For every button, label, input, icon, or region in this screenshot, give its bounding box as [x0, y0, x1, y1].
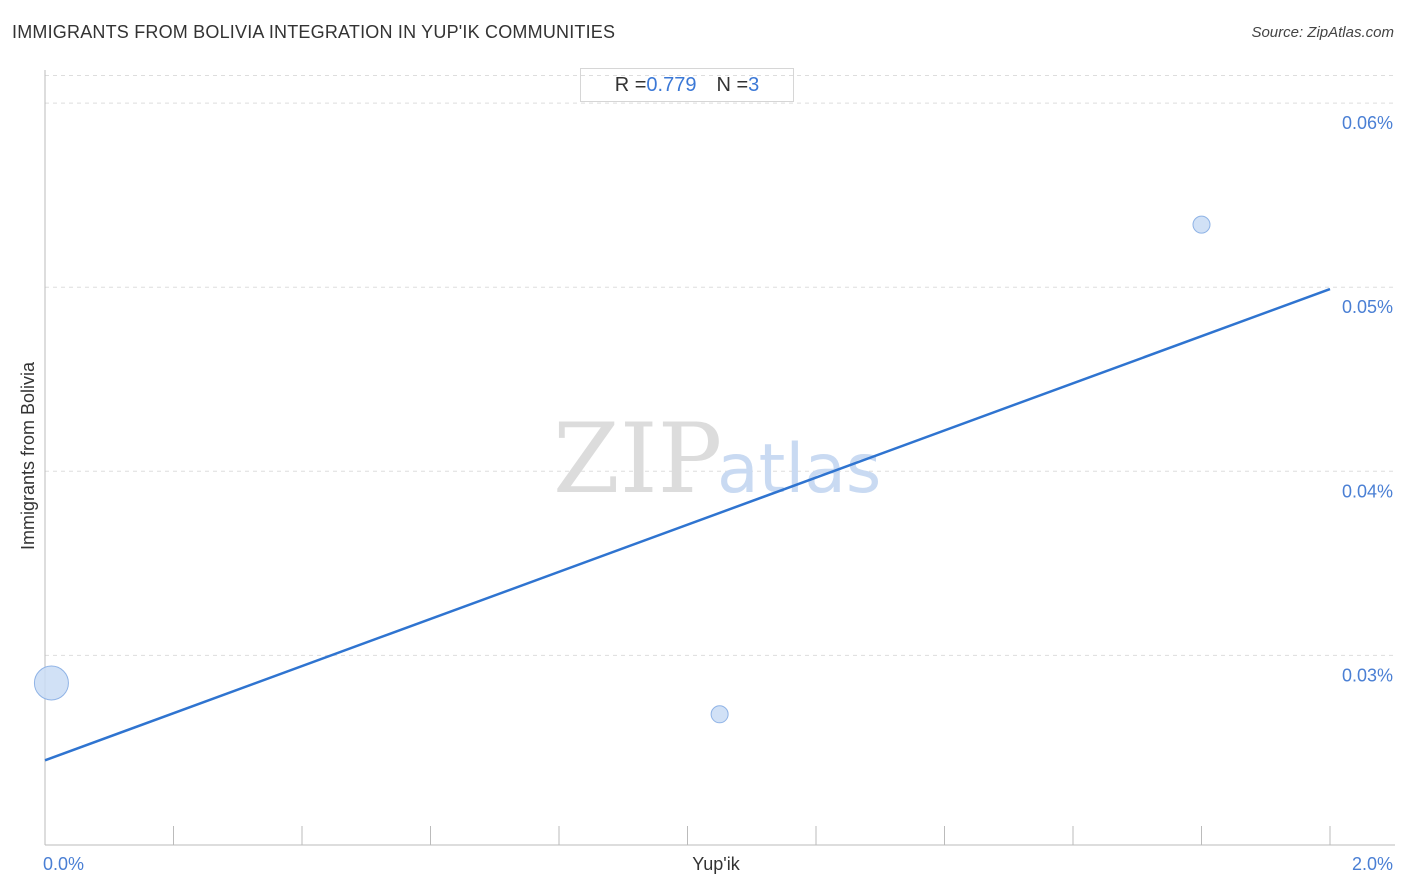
chart-title: IMMIGRANTS FROM BOLIVIA INTEGRATION IN Y…	[12, 22, 616, 42]
axes	[44, 70, 1395, 846]
r-label: R =	[614, 73, 647, 96]
y-tick-label: 0.05%	[1342, 297, 1393, 317]
source-label: Source: ZipAtlas.com	[1251, 24, 1394, 41]
y-tick-label: 0.03%	[1342, 665, 1393, 685]
trendline	[44, 287, 1331, 762]
stats-box: R = 0.779 N = 3	[580, 68, 794, 102]
data-point	[710, 705, 729, 724]
n-label: N =	[716, 73, 749, 96]
watermark-zip: ZIP	[553, 403, 722, 515]
grid-lines	[45, 75, 1395, 656]
x-tick-label: 2.0%	[1352, 854, 1393, 874]
r-value: 0.779	[646, 73, 697, 96]
n-value: 3	[748, 73, 760, 96]
trendline-group	[44, 287, 1331, 762]
watermark-atlas: atlas	[717, 430, 881, 509]
y-tick-label: 0.04%	[1342, 481, 1393, 501]
y-axis-label: Immigrants from Bolivia	[18, 361, 38, 550]
watermark: ZIP atlas	[553, 403, 881, 515]
data-point	[33, 665, 69, 701]
x-tick-labels: 0.0% 2.0%	[43, 854, 1393, 874]
y-tick-labels: 0.03% 0.04% 0.05% 0.06%	[1342, 113, 1393, 685]
y-tick-label: 0.06%	[1342, 113, 1393, 133]
x-axis-label: Yup'ik	[692, 854, 740, 874]
x-tick-label: 0.0%	[43, 854, 84, 874]
data-point	[1192, 215, 1211, 234]
data-points	[33, 215, 1211, 724]
